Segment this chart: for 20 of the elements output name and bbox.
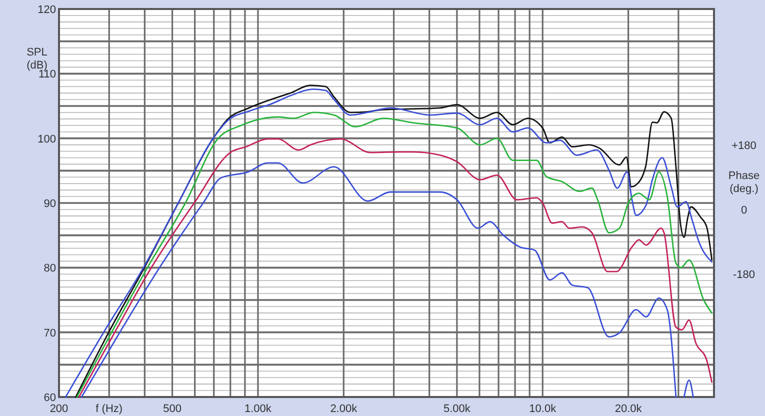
x-tick-label: 1.00k [244, 403, 272, 415]
x-axis-title: f (Hz) [96, 403, 123, 415]
y-tick-label: 120 [38, 4, 56, 16]
y-axis-title: SPL (dB) [26, 46, 48, 72]
y2-tick-label: +180 [732, 140, 756, 152]
y-tick-label: 60 [44, 392, 56, 404]
x-tick-label: 10.0k [529, 403, 557, 415]
x-tick-label: 2.00k [330, 403, 358, 415]
x-tick-label: 20.0k [614, 403, 642, 415]
y-tick-label: 90 [44, 198, 56, 210]
y-tick-label: 110 [38, 68, 56, 81]
y-tick-label: 80 [44, 262, 56, 275]
y-tick-label: 100 [38, 133, 56, 146]
y-tick-label: 70 [44, 327, 56, 340]
y2-tick-label: -180 [732, 269, 756, 282]
x-tick-label: 200 [50, 403, 68, 415]
y2-tick-label: 0 [740, 204, 748, 216]
x-tick-label: 500 [163, 403, 182, 415]
x-tick-label: 5.00k [443, 403, 471, 415]
y2-axis-title: Phase (deg.) [728, 170, 760, 196]
